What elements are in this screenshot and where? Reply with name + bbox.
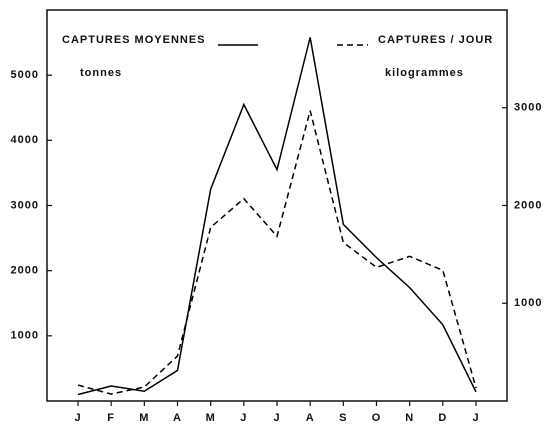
x-tick-label: D xyxy=(438,412,447,424)
y-tick-label: 1000 xyxy=(11,330,39,342)
y-tick-label: 3000 xyxy=(11,199,39,211)
y-tick-label: 5000 xyxy=(11,69,39,81)
series-line xyxy=(77,110,477,395)
x-tick-label: A xyxy=(306,412,315,424)
x-tick-label: S xyxy=(339,412,347,424)
legend-label: CAPTURES MOYENNES xyxy=(62,34,206,46)
y2-tick-label: 3000 xyxy=(514,102,542,114)
x-tick-label: J xyxy=(74,412,81,424)
x-tick-label: A xyxy=(173,412,182,424)
y-axis-label: tonnes xyxy=(80,67,122,79)
x-tick-label: J xyxy=(273,412,280,424)
series-line xyxy=(77,37,477,396)
x-tick-label: N xyxy=(405,412,414,424)
x-tick-label: J xyxy=(240,412,247,424)
y2-tick-label: 2000 xyxy=(514,199,542,211)
y2-tick-label: 1000 xyxy=(514,297,542,309)
x-tick-label: M xyxy=(206,412,216,424)
x-tick-label: F xyxy=(107,412,115,424)
x-tick-label: M xyxy=(139,412,149,424)
x-tick-label: J xyxy=(472,412,479,424)
y-tick-label: 2000 xyxy=(11,265,39,277)
y2-axis-label: kilogrammes xyxy=(385,67,464,79)
x-tick-label: O xyxy=(372,412,382,424)
y-tick-label: 4000 xyxy=(11,134,39,146)
legend-label: CAPTURES / JOUR xyxy=(378,34,493,46)
